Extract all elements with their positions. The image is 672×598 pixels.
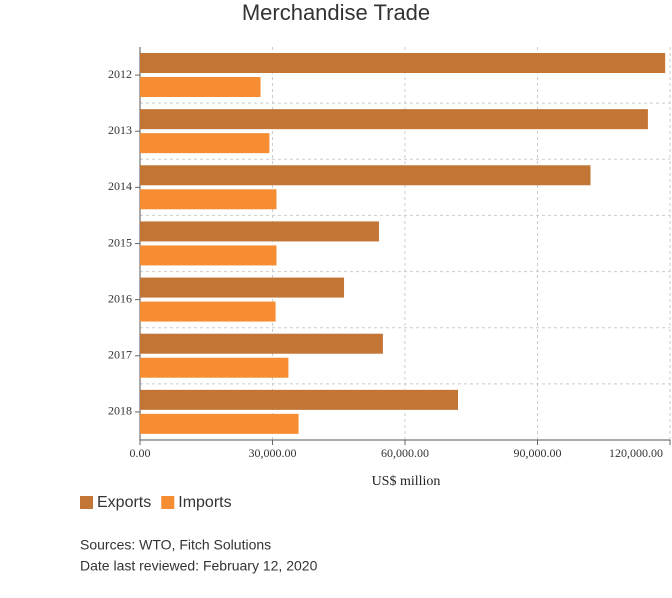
x-tick-label: 120,000.00 xyxy=(609,446,663,460)
bar xyxy=(140,245,277,266)
bar xyxy=(140,53,666,73)
x-axis-label: US$ million xyxy=(372,474,441,489)
x-tick-label: 90,000.00 xyxy=(514,446,562,460)
bar xyxy=(140,77,261,97)
bar xyxy=(140,389,458,410)
bar xyxy=(140,165,591,186)
chart-title: Merchandise Trade xyxy=(242,0,430,25)
bar xyxy=(140,333,383,354)
legend-label: Imports xyxy=(178,494,231,511)
bar xyxy=(140,413,299,434)
legend-label: Exports xyxy=(97,494,151,511)
bar xyxy=(140,301,276,322)
x-tick-label: 0.00 xyxy=(130,446,151,460)
note: Date last reviewed: February 12, 2020 xyxy=(80,558,318,574)
note: Sources: WTO, Fitch Solutions xyxy=(80,537,271,553)
bar xyxy=(140,189,277,210)
bar xyxy=(140,221,379,242)
y-tick-label: 2017 xyxy=(108,348,132,362)
y-tick-label: 2014 xyxy=(108,179,132,193)
bar xyxy=(140,133,270,154)
legend-swatch xyxy=(80,496,93,509)
y-tick-label: 2015 xyxy=(108,235,132,249)
bar xyxy=(140,277,345,298)
bar xyxy=(140,357,289,378)
y-tick-label: 2012 xyxy=(108,67,132,81)
y-tick-label: 2016 xyxy=(108,291,132,305)
x-tick-label: 30,000.00 xyxy=(249,446,297,460)
y-tick-label: 2018 xyxy=(108,404,132,418)
legend-swatch xyxy=(161,496,175,509)
bar xyxy=(140,109,648,130)
y-tick-label: 2013 xyxy=(108,123,132,137)
x-tick-label: 60,000.00 xyxy=(381,446,429,460)
